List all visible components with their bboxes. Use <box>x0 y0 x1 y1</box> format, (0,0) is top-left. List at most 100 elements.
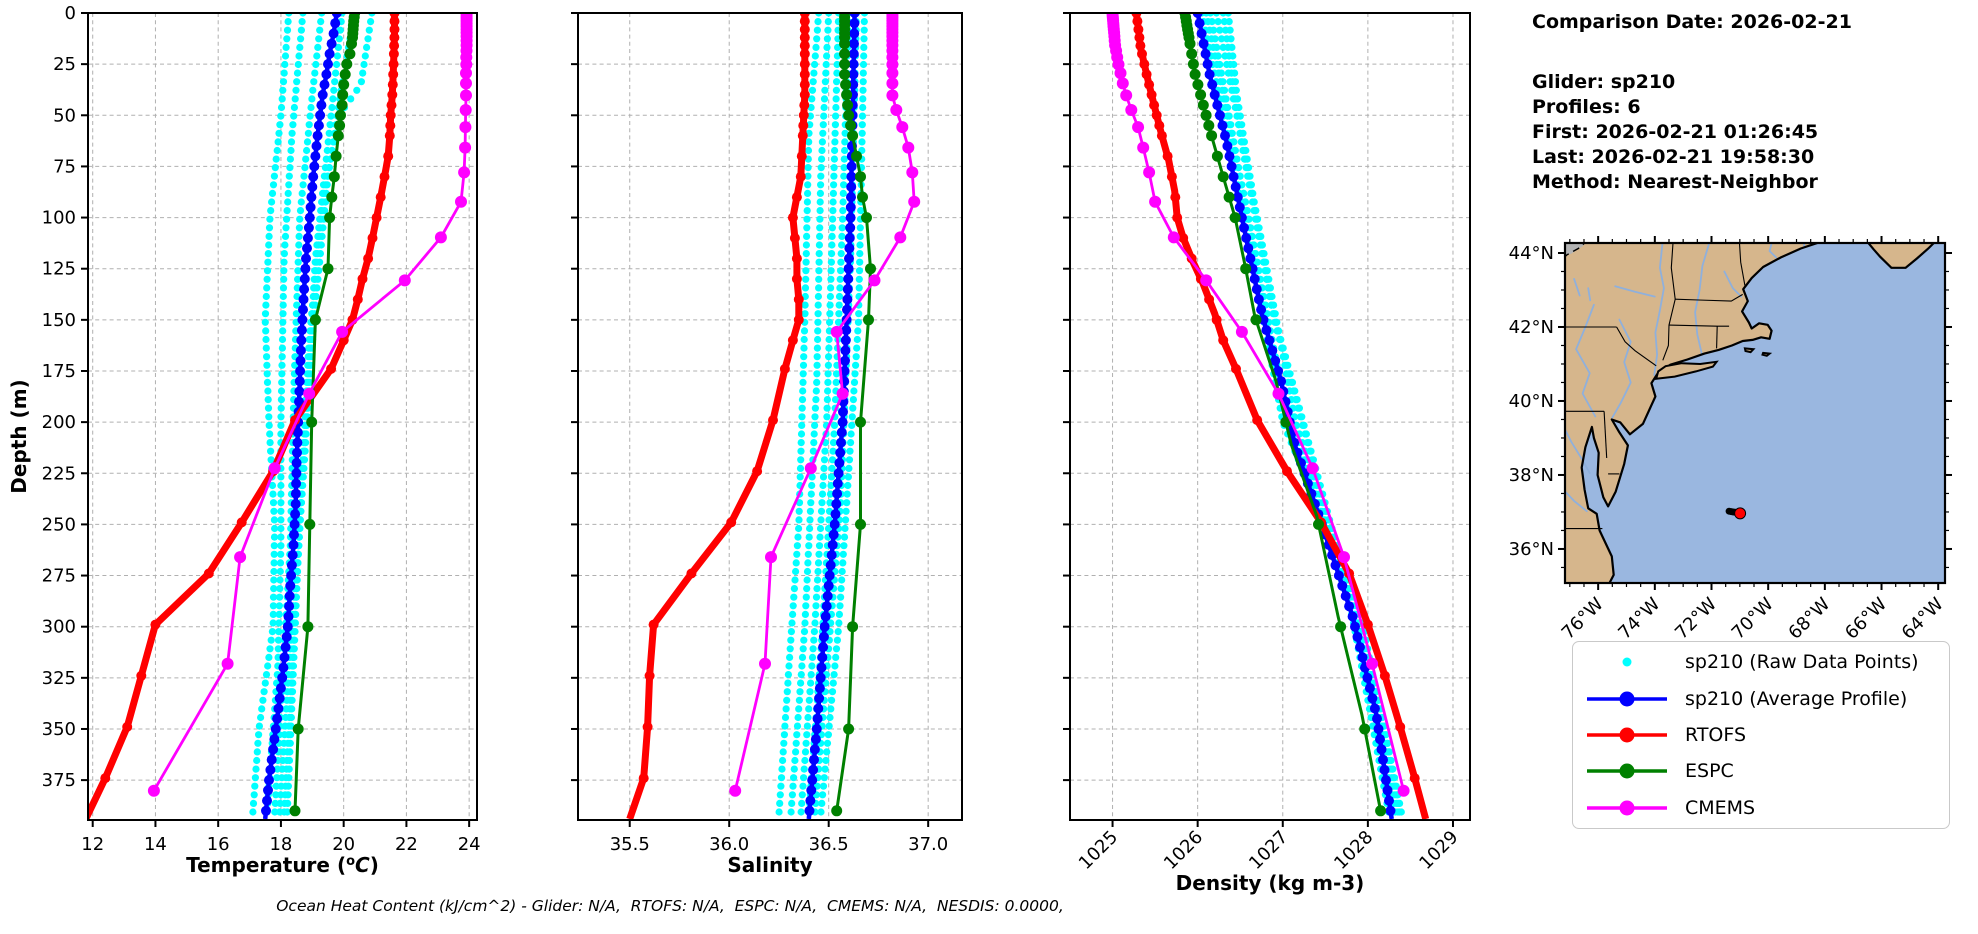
temperature-xlabel: Temperature (oC) <box>186 853 379 877</box>
salinity-axis: 35.5 36.0 36.5 37.0 <box>571 12 948 855</box>
series-rtofs-density <box>1131 13 1430 820</box>
svg-text:24: 24 <box>458 834 481 855</box>
svg-text:12: 12 <box>81 834 104 855</box>
info-profiles: Profiles: 6 <box>1532 96 1641 118</box>
legend-label-espc: ESPC <box>1685 760 1734 783</box>
info-first: First: 2026-02-21 01:26:45 <box>1532 121 1819 143</box>
info-glider: Glider: sp210 <box>1532 71 1676 93</box>
series-avg-salinity <box>804 13 860 820</box>
svg-text:350: 350 <box>42 719 76 740</box>
map-lon-label: 74°W <box>1614 594 1664 644</box>
svg-text:36.0: 36.0 <box>709 834 749 855</box>
series-rtofs-temperature <box>88 13 400 820</box>
svg-text:250: 250 <box>42 514 76 535</box>
svg-text:175: 175 <box>42 361 76 382</box>
map-state-borders <box>1565 243 1746 530</box>
temperature-profile-plot: 12 14 16 18 20 22 24 0 25 50 75 100 125 150 175 200 225 2… <box>7 3 481 877</box>
legend-item-avg: sp210 (Average Profile) <box>1573 681 1949 717</box>
density-xlabel: Density (kg m-3) <box>1176 871 1365 895</box>
series-espc-temperature <box>289 13 361 817</box>
glider-track <box>1725 507 1747 520</box>
svg-text:225: 225 <box>42 463 76 484</box>
legend-marker-rtofs-icon <box>1587 727 1667 743</box>
svg-text:22: 22 <box>395 834 418 855</box>
svg-text:36.5: 36.5 <box>809 834 849 855</box>
svg-text:35.5: 35.5 <box>610 834 650 855</box>
svg-text:75: 75 <box>53 156 76 177</box>
svg-text:100: 100 <box>42 208 76 229</box>
svg-text:200: 200 <box>42 412 76 433</box>
density-profile-plot: 1025 1026 1027 1028 1029 Density (kg m-3) <box>1063 12 1471 895</box>
svg-text:37.0: 37.0 <box>908 834 948 855</box>
density-grid <box>1070 12 1470 820</box>
map-island-2 <box>1761 351 1773 357</box>
svg-text:25: 25 <box>53 54 76 75</box>
series-cmems-salinity <box>729 13 921 797</box>
map-lon-label: 70°W <box>1728 594 1778 644</box>
legend-item-rtofs: RTOFS <box>1573 717 1949 753</box>
map-lon-label: 68°W <box>1784 594 1834 644</box>
svg-text:1029: 1029 <box>1415 827 1462 874</box>
map-lat-label: 38°N <box>1509 465 1554 486</box>
svg-text:1027: 1027 <box>1245 827 1292 874</box>
ohc-footer: Ocean Heat Content (kJ/cm^2) - Glider: N… <box>276 897 1064 915</box>
svg-text:325: 325 <box>42 668 76 689</box>
location-map: 76°W 74°W 72°W 70°W 68°W 66°W 64°W 44°N 42°N 40°N… <box>1509 236 1952 644</box>
map-lat-label: 36°N <box>1509 539 1554 560</box>
temperature-axis: 12 14 16 18 20 22 24 0 25 50 75 100 125 150 175 200 225 2… <box>42 3 481 855</box>
legend-marker-espc-icon <box>1587 763 1667 779</box>
map-lat-label: 44°N <box>1509 243 1554 264</box>
map-lat-label: 42°N <box>1509 317 1554 338</box>
info-method: Method: Nearest-Neighbor <box>1532 171 1818 193</box>
svg-text:300: 300 <box>42 617 76 638</box>
svg-text:14: 14 <box>144 834 167 855</box>
series-cmems-density <box>1106 13 1410 797</box>
comparison-date: Comparison Date: 2026-02-21 <box>1532 11 1852 33</box>
map-gray-region <box>1565 243 1586 256</box>
legend-marker-cmems-icon <box>1587 800 1667 816</box>
map-lon-label: 64°W <box>1898 594 1948 644</box>
legend-item-raw: sp210 (Raw Data Points) <box>1573 644 1949 680</box>
map-rivers <box>1565 243 1806 513</box>
legend-marker-avg-icon <box>1587 691 1667 707</box>
legend-label-cmems: CMEMS <box>1685 796 1756 819</box>
svg-text:50: 50 <box>53 105 76 126</box>
legend-label-avg: sp210 (Average Profile) <box>1685 687 1908 710</box>
svg-text:275: 275 <box>42 566 76 587</box>
map-lon-label: 66°W <box>1841 594 1891 644</box>
svg-text:1028: 1028 <box>1330 827 1377 874</box>
legend-item-espc: ESPC <box>1573 753 1949 789</box>
map-land-nova-scotia <box>1868 243 1934 268</box>
depth-axis-label: Depth (m) <box>7 379 31 493</box>
map-lon-label: 76°W <box>1558 594 1608 644</box>
svg-text:20: 20 <box>332 834 355 855</box>
map-lat-label: 40°N <box>1509 391 1554 412</box>
series-espc-density <box>1179 13 1387 817</box>
series-rtofs-salinity <box>626 13 810 820</box>
svg-text:1025: 1025 <box>1075 827 1122 874</box>
svg-text:0: 0 <box>65 3 76 24</box>
legend-label-raw: sp210 (Raw Data Points) <box>1685 651 1919 674</box>
series-avg-density <box>1192 13 1396 820</box>
map-island-1 <box>1743 347 1756 354</box>
info-last: Last: 2026-02-21 19:58:30 <box>1532 146 1815 168</box>
salinity-profile-plot: 35.5 36.0 36.5 37.0 Salinity <box>571 12 963 877</box>
map-coastline <box>1580 243 1821 583</box>
legend-label-rtofs: RTOFS <box>1685 723 1747 746</box>
series-cmems-temperature <box>147 13 473 797</box>
map-island-0 <box>1654 360 1719 380</box>
legend: sp210 (Raw Data Points) sp210 (Average Pr… <box>1572 641 1950 829</box>
svg-text:375: 375 <box>42 770 76 791</box>
series-espc-salinity <box>831 13 876 817</box>
comparison-info: Comparison Date: 2026-02-21 Glider: sp21… <box>1532 10 1962 195</box>
map-coastline-ns <box>1866 243 1936 269</box>
svg-text:18: 18 <box>269 834 292 855</box>
series-avg-temperature <box>261 13 342 820</box>
svg-text:125: 125 <box>42 259 76 280</box>
legend-item-cmems: CMEMS <box>1573 790 1949 826</box>
svg-text:1026: 1026 <box>1160 827 1207 874</box>
svg-text:16: 16 <box>207 834 230 855</box>
map-canada-border <box>1565 243 1586 258</box>
